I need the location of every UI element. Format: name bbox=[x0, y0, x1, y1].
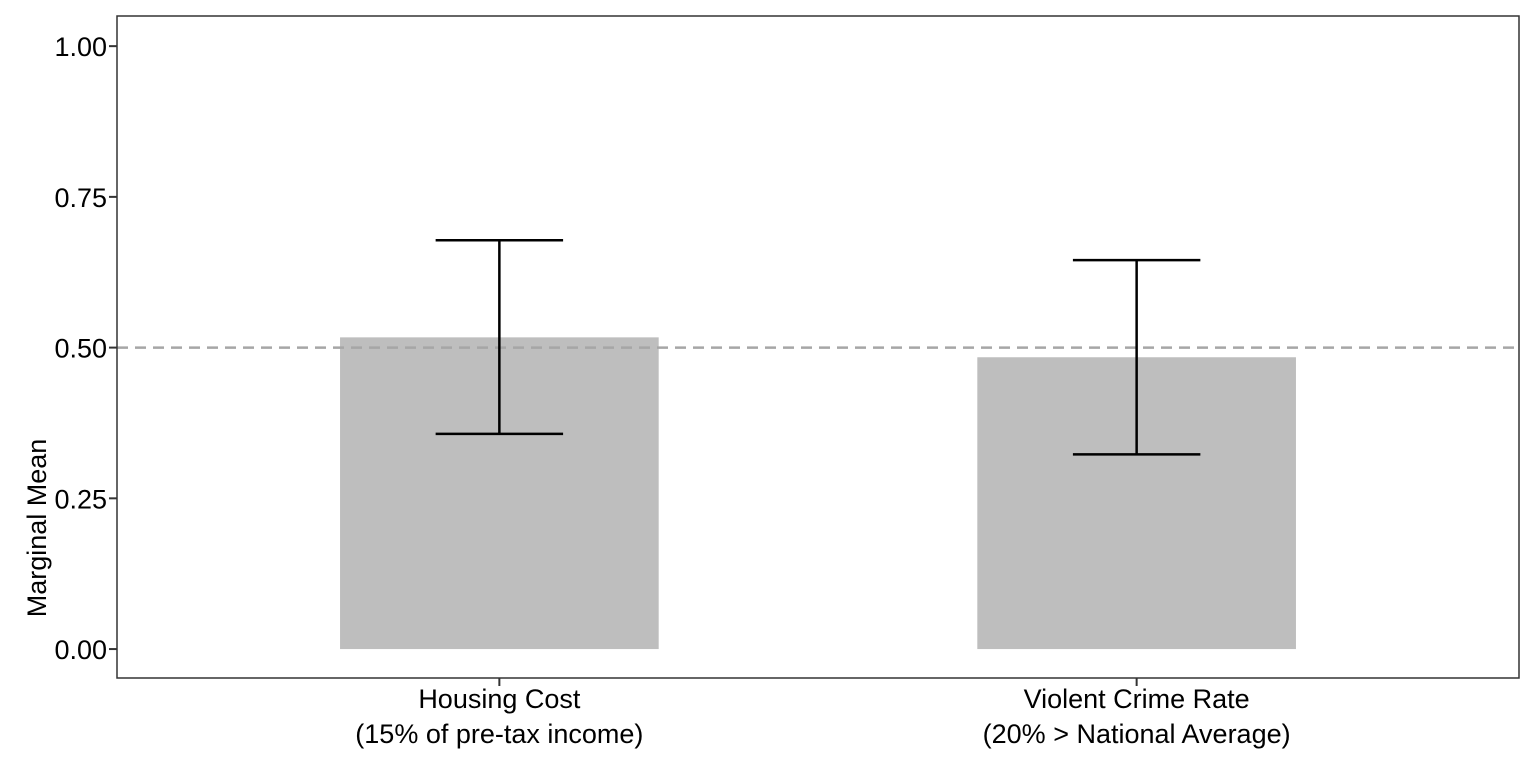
y-tick-label: 1.00 bbox=[54, 32, 107, 62]
error-bar-1 bbox=[435, 239, 564, 436]
y-axis: 0.00 0.25 0.50 0.75 1.00 bbox=[54, 32, 117, 665]
y-axis-title: Marginal Mean bbox=[22, 439, 52, 618]
bars-layer bbox=[340, 337, 1296, 650]
x-tick-label: Housing Cost (15% of pre-tax income) bbox=[355, 684, 643, 749]
x-tick-label: Violent Crime Rate (20% > National Averag… bbox=[983, 684, 1291, 749]
x-axis: Housing Cost (15% of pre-tax income) Viole… bbox=[355, 678, 1291, 749]
y-tick-label: 0.50 bbox=[54, 334, 107, 364]
y-tick-label: 0.75 bbox=[54, 183, 107, 213]
error-bar-2 bbox=[1072, 258, 1201, 456]
y-tick-label: 0.25 bbox=[54, 484, 107, 514]
y-tick-label: 0.00 bbox=[54, 635, 107, 665]
error-bars-layer bbox=[435, 239, 1201, 456]
